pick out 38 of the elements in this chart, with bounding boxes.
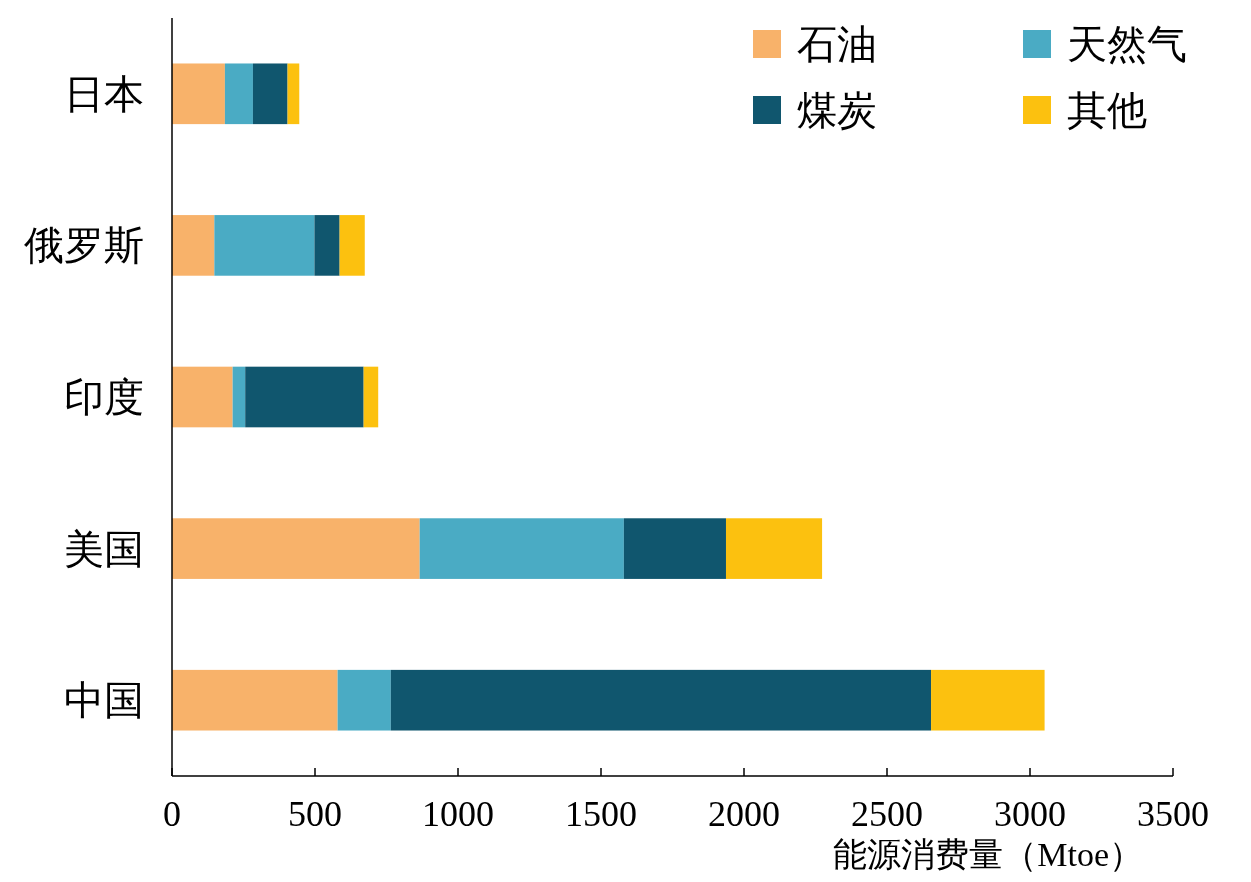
- bar: [245, 366, 364, 428]
- legend-label: 煤炭: [797, 88, 877, 133]
- y-tick-label: 中国: [64, 678, 144, 724]
- y-tick-label: 俄罗斯: [24, 223, 144, 269]
- bar: [232, 366, 246, 428]
- x-tick-label: 500: [288, 794, 342, 834]
- bar: [390, 669, 932, 731]
- bar: [172, 669, 338, 731]
- x-tick-label: 3000: [994, 794, 1066, 834]
- bar: [252, 63, 288, 125]
- bar: [287, 63, 300, 125]
- bar: [363, 366, 379, 428]
- bar: [214, 215, 315, 276]
- x-tick-label: 1000: [422, 794, 494, 834]
- y-tick-label: 印度: [64, 375, 144, 420]
- legend-label: 天然气: [1067, 22, 1187, 67]
- bar: [931, 669, 1045, 731]
- legend-label: 石油: [797, 22, 877, 67]
- x-tick-label: 2500: [851, 794, 923, 834]
- bar: [339, 215, 365, 276]
- bar: [419, 518, 624, 579]
- x-tick-label: 1500: [565, 794, 637, 834]
- x-tick-label: 3500: [1137, 794, 1209, 834]
- x-tick-label: 2000: [708, 794, 780, 834]
- bar: [623, 518, 726, 579]
- y-tick-label: 日本: [64, 71, 144, 117]
- bar: [337, 669, 391, 731]
- bar: [314, 215, 340, 276]
- bar: [172, 215, 215, 276]
- legend-label: 其他: [1067, 88, 1147, 133]
- y-tick-label: 美国: [64, 526, 144, 572]
- bar: [725, 518, 823, 579]
- bar: [172, 63, 225, 125]
- bar: [224, 63, 253, 125]
- x-axis-title: 能源消费量（Mtoe）: [833, 836, 1143, 873]
- bar: [172, 366, 233, 428]
- bar: [172, 518, 420, 579]
- x-tick-label: 0: [163, 794, 181, 834]
